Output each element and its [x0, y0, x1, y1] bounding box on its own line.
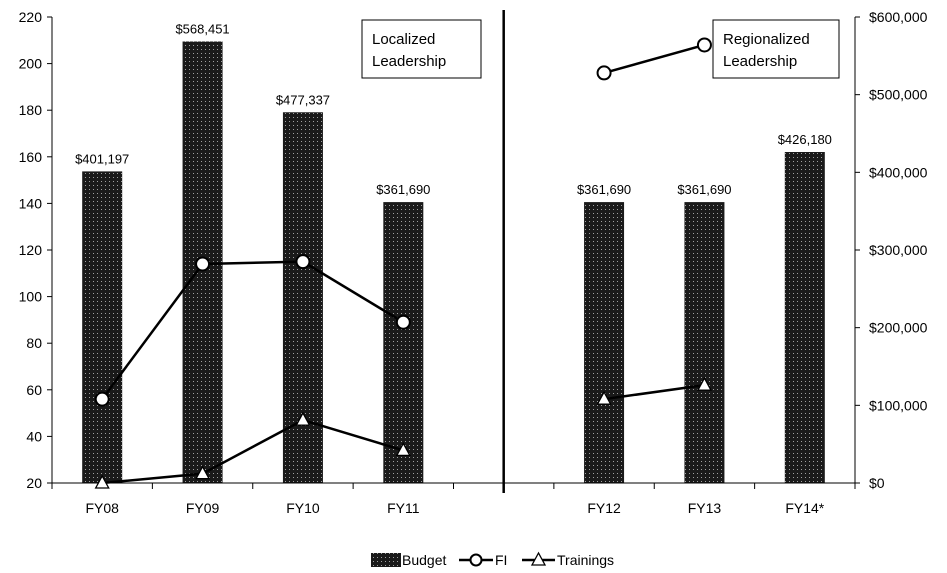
x-axis-tick-label: FY13 [688, 500, 722, 516]
budget-data-label: $568,451 [175, 22, 229, 37]
left-axis-tick-label: 140 [19, 195, 43, 211]
legend-budget-label: Budget [402, 552, 446, 568]
left-axis-tick-label: 220 [19, 9, 43, 25]
trainings-series-line [102, 418, 404, 485]
legend-trainings-marker [530, 551, 547, 566]
fi-series-line [101, 260, 404, 400]
trainings-point [696, 376, 713, 391]
left-axis-tick-label: 60 [26, 382, 42, 398]
fi-point [295, 254, 311, 270]
budget-data-label: $477,337 [276, 92, 330, 107]
annotation-regionalized-leadership: Regionalized Leadership [712, 19, 840, 79]
axes-layer: 20 40 60 80 100 120 140 160 180 200 220 $0 $100,000 $… [19, 9, 928, 516]
budget-bar-fy14-star [784, 152, 825, 484]
annotation-right-line1: Regionalized [723, 31, 810, 48]
budget-bar-fy13 [684, 202, 725, 483]
annotation-left-line1: Localized [372, 31, 435, 48]
x-axis-tick-label: FY09 [186, 500, 220, 516]
legend-fi-label: FI [495, 552, 507, 568]
budget-data-label: $401,197 [75, 151, 129, 166]
trainings-point [596, 390, 612, 405]
right-axis-tick-label: $200,000 [869, 320, 928, 336]
annotation-localized-leadership: Localized Leadership [361, 19, 482, 79]
budget-bar-fy08 [82, 171, 123, 483]
left-axis-tick-label: 20 [26, 475, 42, 491]
fi-point [395, 314, 411, 330]
x-axis-tick-label: FY08 [85, 500, 119, 516]
budget-data-label: $361,690 [677, 182, 731, 197]
labels-layer: $401,197 $568,451 $477,337 $361,690 $361,690… [75, 22, 832, 198]
right-axis-tick-label: $0 [869, 475, 885, 491]
budget-bar-fy11 [383, 202, 424, 483]
x-axis-tick-label: FY12 [587, 500, 621, 516]
trainings-point [194, 465, 211, 480]
trainings-point [94, 474, 110, 489]
x-axis-tick-label: FY14* [785, 500, 824, 516]
annotation-box-left [361, 19, 482, 79]
right-axis-tick-label: $400,000 [869, 164, 928, 180]
legend-budget-swatch [371, 553, 401, 567]
budget-bar-fy12 [584, 202, 625, 483]
left-axis-tick-label: 100 [19, 289, 43, 305]
budget-data-label: $426,180 [778, 132, 832, 147]
bars-layer [82, 41, 825, 484]
right-axis-tick-label: $500,000 [869, 87, 928, 103]
left-axis-tick-label: 120 [19, 242, 43, 258]
fi-point [94, 391, 110, 407]
right-axis-tick-label: $300,000 [869, 242, 928, 258]
trainings-point [295, 411, 311, 426]
fi-point [195, 256, 211, 272]
budget-data-label: $361,690 [376, 182, 430, 197]
budget-data-label: $361,690 [577, 182, 631, 197]
left-axis-tick-label: 40 [26, 428, 42, 444]
lines-layer [94, 37, 713, 489]
annotation-box-right [712, 19, 840, 79]
annotation-right-line2: Leadership [723, 53, 797, 70]
right-axis-tick-label: $100,000 [869, 397, 928, 413]
left-axis-tick-label: 80 [26, 335, 42, 351]
legend-trainings-label: Trainings [557, 552, 614, 568]
fi-point [596, 65, 612, 81]
left-axis-tick-label: 200 [19, 56, 43, 72]
x-axis-tick-label: FY10 [286, 500, 320, 516]
legend-fi-marker [469, 553, 483, 567]
legend: Budget FI Trainings [371, 551, 614, 568]
trainings-point [395, 442, 411, 457]
annotation-left-line2: Leadership [372, 53, 446, 70]
left-axis-tick-label: 180 [19, 102, 43, 118]
x-axis-tick-label: FY11 [387, 500, 420, 516]
trainings-series-line [603, 383, 705, 401]
fi-point [696, 37, 712, 53]
right-axis-tick-label: $600,000 [869, 9, 928, 25]
fi-series-line [603, 43, 705, 75]
left-axis-tick-label: 160 [19, 149, 43, 165]
